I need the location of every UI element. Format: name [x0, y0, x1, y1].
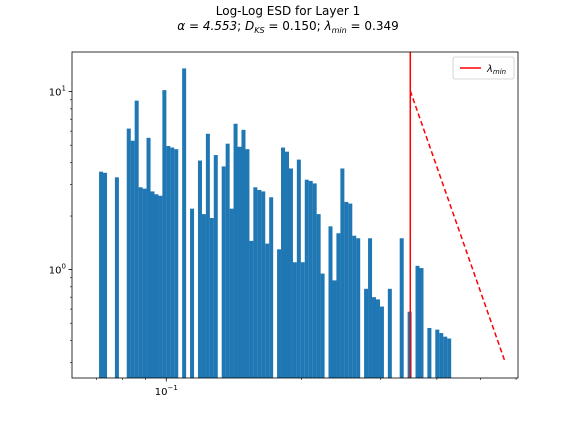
bar: [158, 195, 163, 378]
bar: [372, 297, 377, 378]
bar: [114, 177, 119, 378]
bar: [162, 90, 167, 379]
bar: [146, 137, 151, 378]
bar: [126, 128, 131, 378]
bar: [225, 143, 230, 378]
bar: [284, 151, 289, 378]
bar: [292, 262, 297, 378]
legend-box: [452, 56, 515, 80]
bar: [379, 306, 384, 378]
bar: [201, 214, 206, 378]
plot-frame: [71, 51, 519, 379]
bar: [103, 172, 108, 378]
subtitle-dks: D: [245, 19, 254, 33]
bar: [415, 265, 420, 378]
bar: [348, 203, 353, 378]
x-tick-label: 10−1: [155, 384, 178, 398]
bar: [213, 155, 218, 378]
y-tick-label: 101: [49, 85, 66, 99]
bar: [316, 214, 321, 378]
bar: [427, 327, 432, 378]
chart-title: Log-Log ESD for Layer 1: [216, 4, 361, 18]
bar: [344, 201, 349, 378]
bar: [281, 147, 286, 378]
bar: [209, 217, 214, 378]
bar: [261, 191, 266, 378]
bar: [233, 123, 238, 378]
bar: [253, 187, 258, 378]
subtitle-alpha: α = 4.553: [177, 19, 237, 33]
bar: [439, 333, 444, 378]
chart-subtitle: α = 4.553; DKS = 0.150; λmin = 0.349: [177, 19, 399, 35]
bar: [308, 180, 313, 378]
bar: [447, 338, 452, 378]
bar: [221, 166, 226, 378]
bar: [166, 145, 171, 378]
bar: [174, 149, 179, 378]
bar: [340, 168, 345, 378]
bar: [375, 299, 380, 378]
reference-lines: [409, 52, 507, 378]
bar: [332, 280, 337, 378]
y-tick-label: 100: [49, 263, 66, 277]
bar: [443, 336, 448, 378]
bar: [142, 188, 147, 378]
histogram-bars: [99, 68, 452, 379]
bar: [197, 160, 202, 378]
bar: [249, 240, 254, 378]
bar: [312, 183, 317, 378]
bar: [399, 238, 404, 378]
bar: [336, 233, 341, 378]
bar: [352, 235, 357, 378]
bar: [419, 268, 424, 378]
bar: [237, 146, 242, 378]
bar: [99, 171, 104, 378]
bar: [296, 159, 301, 378]
bar: [150, 191, 155, 378]
bar: [300, 262, 305, 378]
bar: [190, 208, 195, 378]
bar: [241, 129, 246, 378]
bar: [154, 194, 159, 378]
bar: [205, 133, 210, 378]
bar: [269, 197, 274, 378]
bar: [387, 288, 392, 378]
subtitle-lambda: λ: [324, 19, 332, 33]
bar: [170, 147, 175, 378]
bar: [138, 187, 143, 378]
bar: [130, 140, 135, 378]
bar: [368, 238, 373, 378]
bar: [320, 273, 325, 378]
bar: [277, 249, 282, 378]
legend: λmin: [452, 56, 515, 80]
legend-label-lambda-min: λmin: [486, 64, 506, 76]
bar: [182, 68, 187, 378]
bar: [328, 226, 333, 378]
bar: [229, 208, 234, 378]
bar: [288, 168, 293, 378]
bar: [257, 190, 262, 378]
bar: [435, 329, 440, 378]
bar: [304, 179, 309, 378]
bar: [356, 238, 361, 378]
power-law-fit-line: [409, 90, 507, 363]
bar: [134, 100, 139, 378]
bar: [364, 288, 369, 378]
bar: [245, 149, 250, 378]
bar: [265, 243, 270, 378]
